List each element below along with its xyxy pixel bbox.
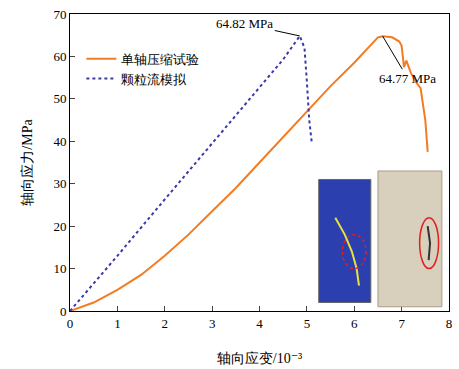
svg-text:0: 0 xyxy=(67,316,74,331)
svg-text:50: 50 xyxy=(53,91,66,106)
svg-text:8: 8 xyxy=(446,316,453,331)
svg-text:70: 70 xyxy=(53,7,66,22)
svg-text:64.82 MPa: 64.82 MPa xyxy=(216,16,273,31)
svg-text:30: 30 xyxy=(53,176,66,191)
svg-text:60: 60 xyxy=(53,49,66,64)
svg-text:64.77 MPa: 64.77 MPa xyxy=(379,71,436,86)
svg-text:6: 6 xyxy=(351,316,358,331)
svg-text:40: 40 xyxy=(53,134,66,149)
svg-text:轴向应力/MPa: 轴向应力/MPa xyxy=(20,119,35,206)
svg-text:10: 10 xyxy=(53,261,66,276)
svg-text:单轴压缩试验: 单轴压缩试验 xyxy=(121,52,199,67)
svg-text:轴向应变/10⁻³: 轴向应变/10⁻³ xyxy=(217,351,302,366)
svg-text:2: 2 xyxy=(162,316,169,331)
svg-text:0: 0 xyxy=(60,304,67,319)
svg-text:1: 1 xyxy=(114,316,121,331)
svg-text:4: 4 xyxy=(256,316,263,331)
svg-text:3: 3 xyxy=(209,316,216,331)
svg-text:7: 7 xyxy=(398,316,405,331)
svg-text:5: 5 xyxy=(304,316,311,331)
svg-text:颗粒流模拟: 颗粒流模拟 xyxy=(121,72,187,87)
svg-text:20: 20 xyxy=(53,219,66,234)
